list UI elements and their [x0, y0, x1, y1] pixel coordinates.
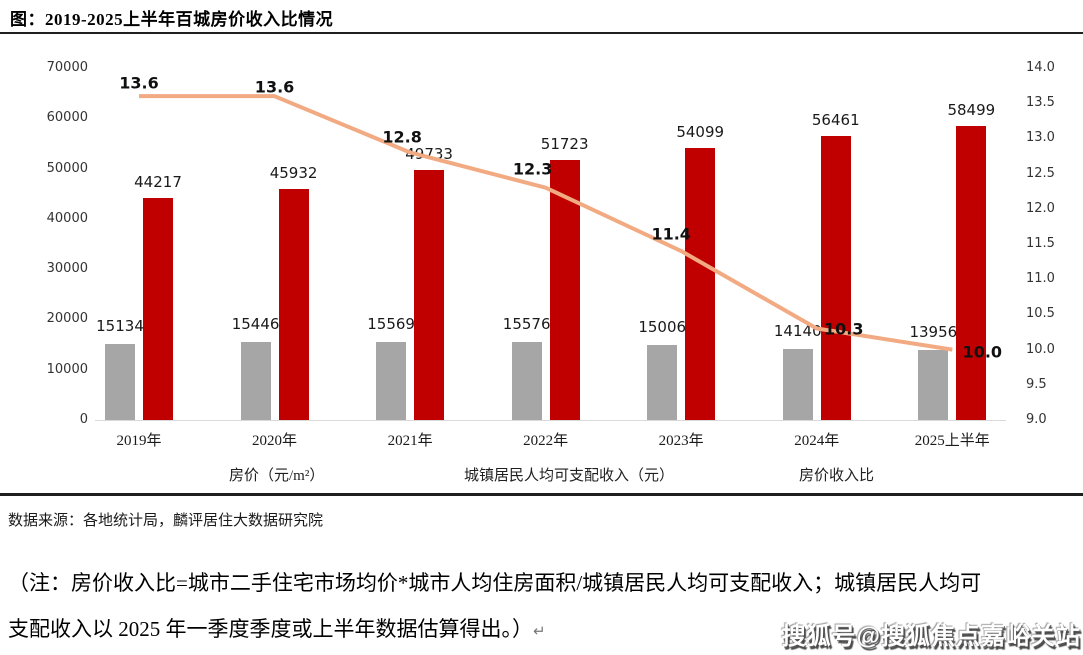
line-label-ratio: 12.3	[512, 159, 553, 179]
y-axis-right-tick: 12.0	[1026, 200, 1055, 216]
y-axis-right-tick: 11.5	[1026, 236, 1055, 251]
bar-house-price	[376, 341, 407, 420]
chart-title: 图：2019-2025上半年百城房价收入比情况	[10, 10, 334, 29]
y-axis-right-tick: 9.5	[1026, 376, 1047, 392]
bar-label-income: 45932	[269, 164, 318, 183]
y-axis-left-tick: 70000	[46, 60, 88, 75]
y-axis-right-tick: 13.0	[1026, 130, 1055, 146]
legend-item-income: 城镇居民人均可支配收入（元）	[430, 464, 674, 484]
ratio-line-swatch-icon	[760, 472, 792, 476]
y-axis-left-tick: 50000	[46, 160, 88, 176]
x-axis-category-label: 2023年	[658, 433, 704, 449]
y-axis-right-tick: 10.5	[1026, 306, 1055, 322]
line-label-ratio: 13.6	[119, 73, 159, 93]
bar-label-house-price: 13956	[909, 322, 958, 341]
bar-label-income: 58499	[947, 100, 996, 119]
y-axis-left-tick: 60000	[46, 110, 88, 126]
bar-disposable-income	[414, 169, 445, 420]
bar-disposable-income	[278, 189, 309, 420]
bar-label-house-price: 15446	[231, 315, 280, 334]
bar-house-price	[105, 343, 135, 420]
y-axis-left-tick: 10000	[46, 361, 88, 377]
legend-item-house-price: 房价（元/m²）	[195, 464, 324, 484]
bar-disposable-income	[820, 136, 851, 420]
legend-item-ratio: 房价收入比	[760, 464, 874, 484]
y-axis-left-tick: 20000	[46, 311, 88, 327]
y-axis-right-tick: 12.5	[1026, 165, 1055, 181]
house-price-swatch-icon	[195, 468, 222, 481]
y-axis-left-tick: 30000	[46, 261, 88, 277]
legend-label-house-price: 房价（元/m²）	[229, 467, 325, 484]
line-label-ratio: 13.6	[254, 77, 295, 97]
footnote-text: （注：房价收入比=城市二手住宅市场均价*城市人均住房面积/城镇居民人均可支配收入…	[8, 560, 1083, 655]
bar-disposable-income	[549, 159, 580, 420]
bar-house-price	[918, 349, 949, 420]
line-label-ratio: 10.3	[824, 319, 864, 339]
x-axis-category-label: 2024年	[794, 433, 840, 449]
income-swatch-icon	[430, 468, 457, 481]
bar-label-income: 49733	[405, 144, 453, 163]
bar-disposable-income	[143, 197, 173, 420]
line-label-ratio: 12.8	[382, 127, 422, 147]
x-axis-category-label: 2022年	[523, 433, 569, 449]
bar-label-house-price: 15576	[502, 314, 551, 333]
bar-label-house-price: 14140	[773, 321, 822, 340]
bottom-divider-line	[0, 493, 1083, 496]
footnote-line1: （注：房价收入比=城市二手住宅市场均价*城市人均住房面积/城镇居民人均可支配收入…	[8, 571, 982, 595]
line-label-ratio: 10.0	[962, 342, 1003, 362]
y-axis-right-tick: 14.0	[1026, 60, 1055, 75]
bar-house-price	[647, 344, 678, 420]
x-axis-category-label: 2025上半年	[914, 433, 990, 449]
legend-label-ratio: 房价收入比	[799, 467, 875, 484]
y-axis-right-tick: 10.0	[1026, 341, 1055, 357]
bar-label-house-price: 15134	[96, 316, 144, 335]
y-axis-right-tick: 11.0	[1026, 271, 1055, 287]
data-source-text: 数据来源：各地统计局，麟评居住大数据研究院	[8, 513, 324, 529]
y-axis-right-tick: 9.0	[1026, 412, 1047, 427]
top-divider-line	[0, 32, 1083, 34]
legend-label-income: 城镇居民人均可支配收入（元）	[464, 467, 675, 484]
bar-label-house-price: 15006	[638, 317, 687, 336]
bar-label-house-price: 15569	[367, 314, 415, 333]
bar-disposable-income	[956, 125, 987, 420]
y-axis-right-tick: 13.5	[1026, 95, 1055, 111]
bar-disposable-income	[685, 147, 716, 420]
x-axis-line	[95, 420, 1006, 421]
line-label-ratio: 11.4	[651, 224, 691, 244]
y-axis-left-tick: 0	[79, 412, 88, 427]
x-axis-category-label: 2020年	[252, 433, 298, 449]
bar-label-income: 51723	[540, 134, 589, 153]
bar-label-income: 56461	[811, 111, 860, 130]
paragraph-mark-icon: ↵	[533, 624, 546, 640]
footnote-line2: 支配收入以 2025 年一季度季度或上半年数据估算得出。）	[8, 617, 533, 641]
sohu-watermark: 搜狐号@搜狐焦点嘉峪关站	[781, 623, 1081, 650]
bar-label-income: 54099	[676, 122, 725, 141]
bar-house-price	[511, 341, 542, 420]
y-axis-left-tick: 40000	[46, 210, 88, 226]
bar-label-income: 44217	[134, 172, 182, 191]
x-axis-category-label: 2019年	[116, 433, 162, 449]
x-axis-category-label: 2021年	[387, 433, 433, 449]
bar-house-price	[240, 342, 271, 420]
bar-house-price	[782, 348, 813, 420]
